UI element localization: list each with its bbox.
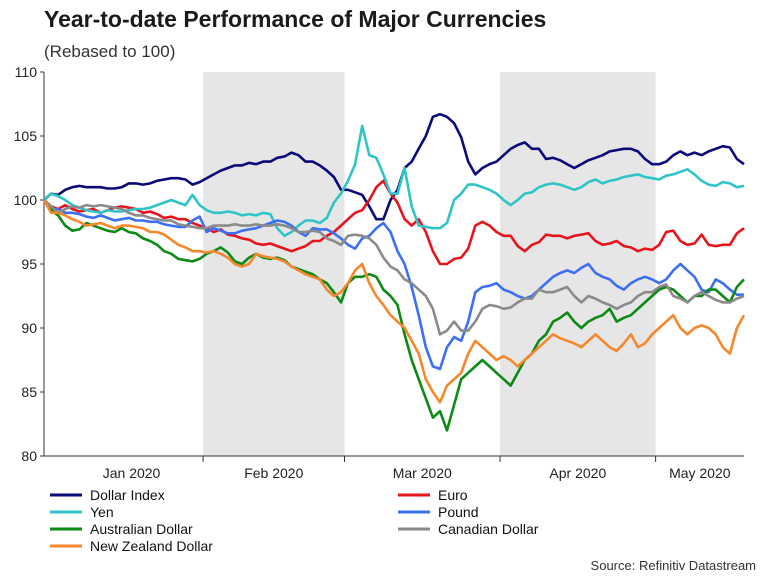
legend-label-pound: Pound: [438, 504, 478, 520]
x-tick-label: Mar 2020: [393, 465, 452, 481]
series-line-euro: [43, 179, 745, 266]
chart-title: Year-to-date Performance of Major Curren…: [44, 6, 547, 32]
series-line-canadian-dollar: [43, 199, 745, 336]
y-tick-label: 85: [21, 384, 37, 400]
series-line-yen: [43, 124, 745, 238]
y-tick-label: 95: [21, 256, 37, 272]
y-tick-label: 90: [21, 320, 37, 336]
y-tick-label: 110: [15, 64, 38, 80]
chart-subtitle: (Rebased to 100): [44, 42, 176, 61]
x-tick-label: Feb 2020: [244, 465, 303, 481]
source-note: Source: Refinitiv Datastream: [590, 558, 756, 573]
shaded-band: [500, 72, 656, 456]
legend-label-euro: Euro: [438, 487, 468, 503]
legend-label-new-zealand-dollar: New Zealand Dollar: [90, 538, 213, 554]
x-tick-label: Jan 2020: [103, 465, 161, 481]
legend-label-yen: Yen: [90, 504, 114, 520]
shaded-band: [203, 72, 345, 456]
x-tick-label: Apr 2020: [549, 465, 606, 481]
y-tick-label: 100: [14, 192, 38, 208]
legend-label-australian-dollar: Australian Dollar: [90, 521, 193, 537]
y-tick-label: 80: [21, 448, 37, 464]
series-line-new-zealand-dollar: [42, 199, 746, 404]
y-tick-label: 105: [14, 128, 38, 144]
x-tick-label: May 2020: [669, 465, 731, 481]
legend-label-dollar-index: Dollar Index: [90, 487, 165, 503]
legend-label-canadian-dollar: Canadian Dollar: [438, 521, 539, 537]
series-line-australian-dollar: [42, 199, 745, 432]
series-line-pound: [42, 199, 744, 371]
